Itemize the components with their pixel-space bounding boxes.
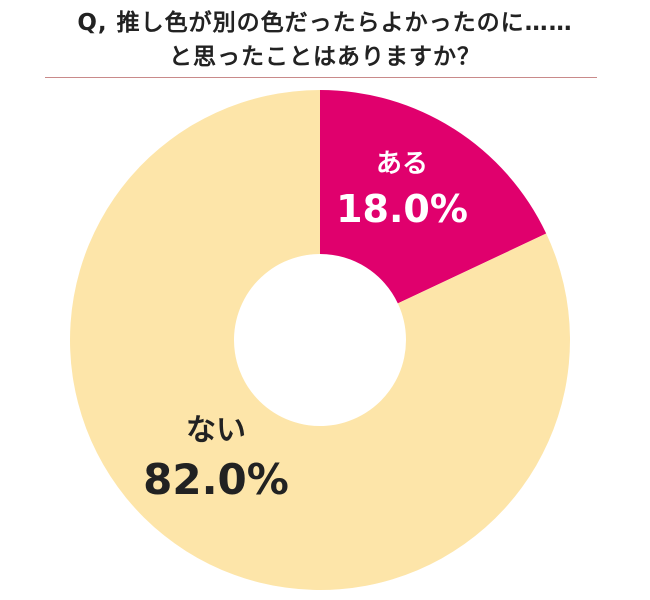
slice-no-label: ない (186, 413, 246, 448)
title-divider (45, 77, 597, 78)
slice-no-value: 82.0% (143, 455, 289, 504)
chart-title-line-1: Q, 推し色が別の色だったらよかったのに…… (77, 10, 573, 36)
donut-labels: ある 18.0% ない 82.0% (143, 149, 468, 504)
slice-yes-value: 18.0% (336, 187, 468, 231)
slice-yes-label: ある (376, 149, 428, 179)
slice-yes (320, 90, 547, 304)
chart-title-line-2: と思ったことはありますか？ (169, 44, 481, 70)
donut-slices (70, 90, 571, 590)
slice-no (70, 90, 571, 590)
chart-title: Q, 推し色が別の色だったらよかったのに…… と思ったことはありますか？ (0, 6, 650, 74)
